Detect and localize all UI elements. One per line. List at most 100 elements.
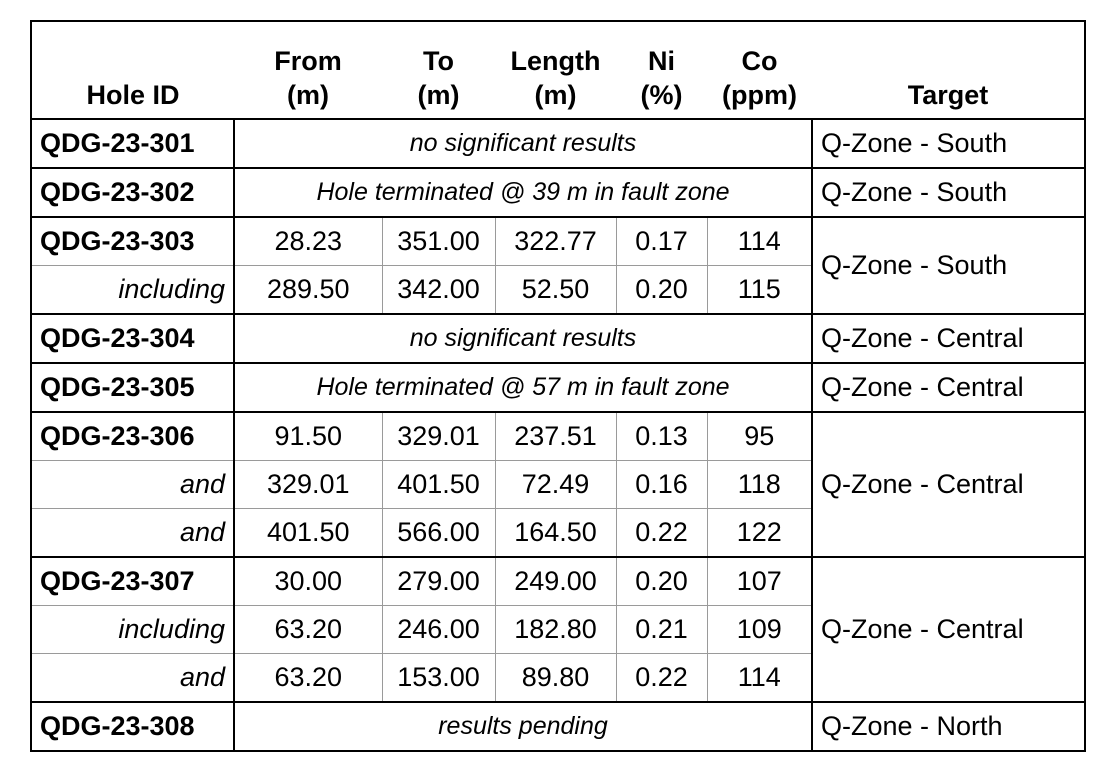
table-row: QDG-23-307 30.00 279.00 249.00 0.20 107 Q-Zone… [30,556,1086,703]
value-cell: 109 [706,605,813,654]
table-row: QDG-23-308 results pending Q-Zone - North [30,701,1086,752]
note-cell: no significant results [233,313,813,364]
value-cell: 52.50 [494,265,617,315]
value-cell: 0.20 [615,265,708,315]
target-cell: Q-Zone - Central [811,313,1086,364]
value-cell: 115 [706,265,813,315]
table-row: QDG-23-306 91.50 329.01 237.51 0.13 95 Q-Zone … [30,411,1086,558]
hole-label: QDG-23-302 [30,167,235,218]
value-cell: 249.00 [494,556,617,606]
value-cell: 401.50 [381,460,496,509]
column-header: Length (m) [495,21,616,120]
header-line: (%) [640,80,683,110]
target-cell: Q-Zone - Central [811,411,1086,558]
column-header: Hole ID [31,21,234,120]
column-header: Ni (%) [616,21,707,120]
value-cell: 351.00 [381,216,496,266]
value-cell: 153.00 [381,653,496,703]
header-line: (m) [287,80,329,110]
value-cell: 0.20 [615,556,708,606]
value-cell: 566.00 [381,508,496,558]
column-header: To (m) [382,21,495,120]
header-line: Target [907,80,989,110]
value-cell: 329.01 [233,460,383,509]
target-cell: Q-Zone - South [811,216,1086,315]
hole-label: and [30,653,235,703]
value-cell: 401.50 [233,508,383,558]
note-cell: no significant results [233,118,813,169]
value-cell: 322.77 [494,216,617,266]
hole-label: and [30,508,235,558]
value-cell: 122 [706,508,813,558]
value-cell: 63.20 [233,653,383,703]
column-header: Co (ppm) [707,21,812,120]
table-row: QDG-23-301 no significant results Q-Zone -… [30,118,1086,169]
note-cell: results pending [233,701,813,752]
value-cell: 95 [706,411,813,461]
hole-label: QDG-23-301 [30,118,235,169]
header-line: (m) [417,80,460,110]
value-cell: 0.22 [615,508,708,558]
table-row: QDG-23-305 Hole terminated @ 57 m in faul… [30,362,1086,413]
hole-label: including [30,605,235,654]
table-row: including 63.20 246.00 182.80 0.21 109 [30,605,1085,654]
note-cell: Hole terminated @ 57 m in fault zone [233,362,813,413]
value-cell: 63.20 [233,605,383,654]
table-row: and 63.20 153.00 89.80 0.22 114 [30,653,1085,703]
value-cell: 72.49 [494,460,617,509]
table-row: QDG-23-302 Hole terminated @ 39 m in faul… [30,167,1086,218]
header-line: (ppm) [722,80,797,110]
value-cell: 28.23 [233,216,383,266]
hole-label: QDG-23-308 [30,701,235,752]
results-table: Hole ID From (m) To (m) Length (m) Ni (%) Co (ppm)… [30,20,1086,752]
value-cell: 279.00 [381,556,496,606]
target-cell: Q-Zone - South [811,118,1086,169]
value-cell: 329.01 [381,411,496,461]
target-cell: Q-Zone - North [811,701,1086,752]
target-cell: Q-Zone - South [811,167,1086,218]
value-cell: 114 [706,653,813,703]
table-row: QDG-23-303 28.23 351.00 322.77 0.17 114 Q-Zone… [30,216,1086,315]
header-row: Hole ID From (m) To (m) Length (m) Ni (%) Co (ppm)… [31,21,1085,120]
header-line: To [423,46,454,76]
value-cell: 91.50 [233,411,383,461]
target-cell: Q-Zone - Central [811,362,1086,413]
hole-label: and [30,460,235,509]
note-cell: Hole terminated @ 39 m in fault zone [233,167,813,218]
value-cell: 114 [706,216,813,266]
header-line: Ni [648,46,675,76]
header-line: Hole ID [86,80,180,110]
hole-label: QDG-23-306 [30,411,235,461]
hole-label: QDG-23-307 [30,556,235,606]
value-cell: 107 [706,556,813,606]
value-cell: 289.50 [233,265,383,315]
value-cell: 0.16 [615,460,708,509]
table-row: QDG-23-304 no significant results Q-Zone -… [30,313,1086,364]
column-header: From (m) [234,21,382,120]
value-cell: 0.22 [615,653,708,703]
column-header: Target [812,21,1085,120]
hole-label: QDG-23-305 [30,362,235,413]
header-line: Length [510,46,601,76]
value-cell: 0.13 [615,411,708,461]
value-cell: 0.21 [615,605,708,654]
header-line: From [274,46,342,76]
hole-label: QDG-23-303 [30,216,235,266]
value-cell: 0.17 [615,216,708,266]
value-cell: 246.00 [381,605,496,654]
header-line: Co [741,46,778,76]
value-cell: 182.80 [494,605,617,654]
value-cell: 164.50 [494,508,617,558]
table-body: QDG-23-301 no significant results Q-Zone -… [30,118,1086,752]
hole-label: including [30,265,235,315]
value-cell: 118 [706,460,813,509]
target-cell: Q-Zone - Central [811,556,1086,703]
value-cell: 89.80 [494,653,617,703]
value-cell: 237.51 [494,411,617,461]
value-cell: 30.00 [233,556,383,606]
header-line: (m) [534,80,577,110]
table-row: and 401.50 566.00 164.50 0.22 122 [30,508,1085,558]
table-row: and 329.01 401.50 72.49 0.16 118 [30,460,1085,509]
value-cell: 342.00 [381,265,496,315]
